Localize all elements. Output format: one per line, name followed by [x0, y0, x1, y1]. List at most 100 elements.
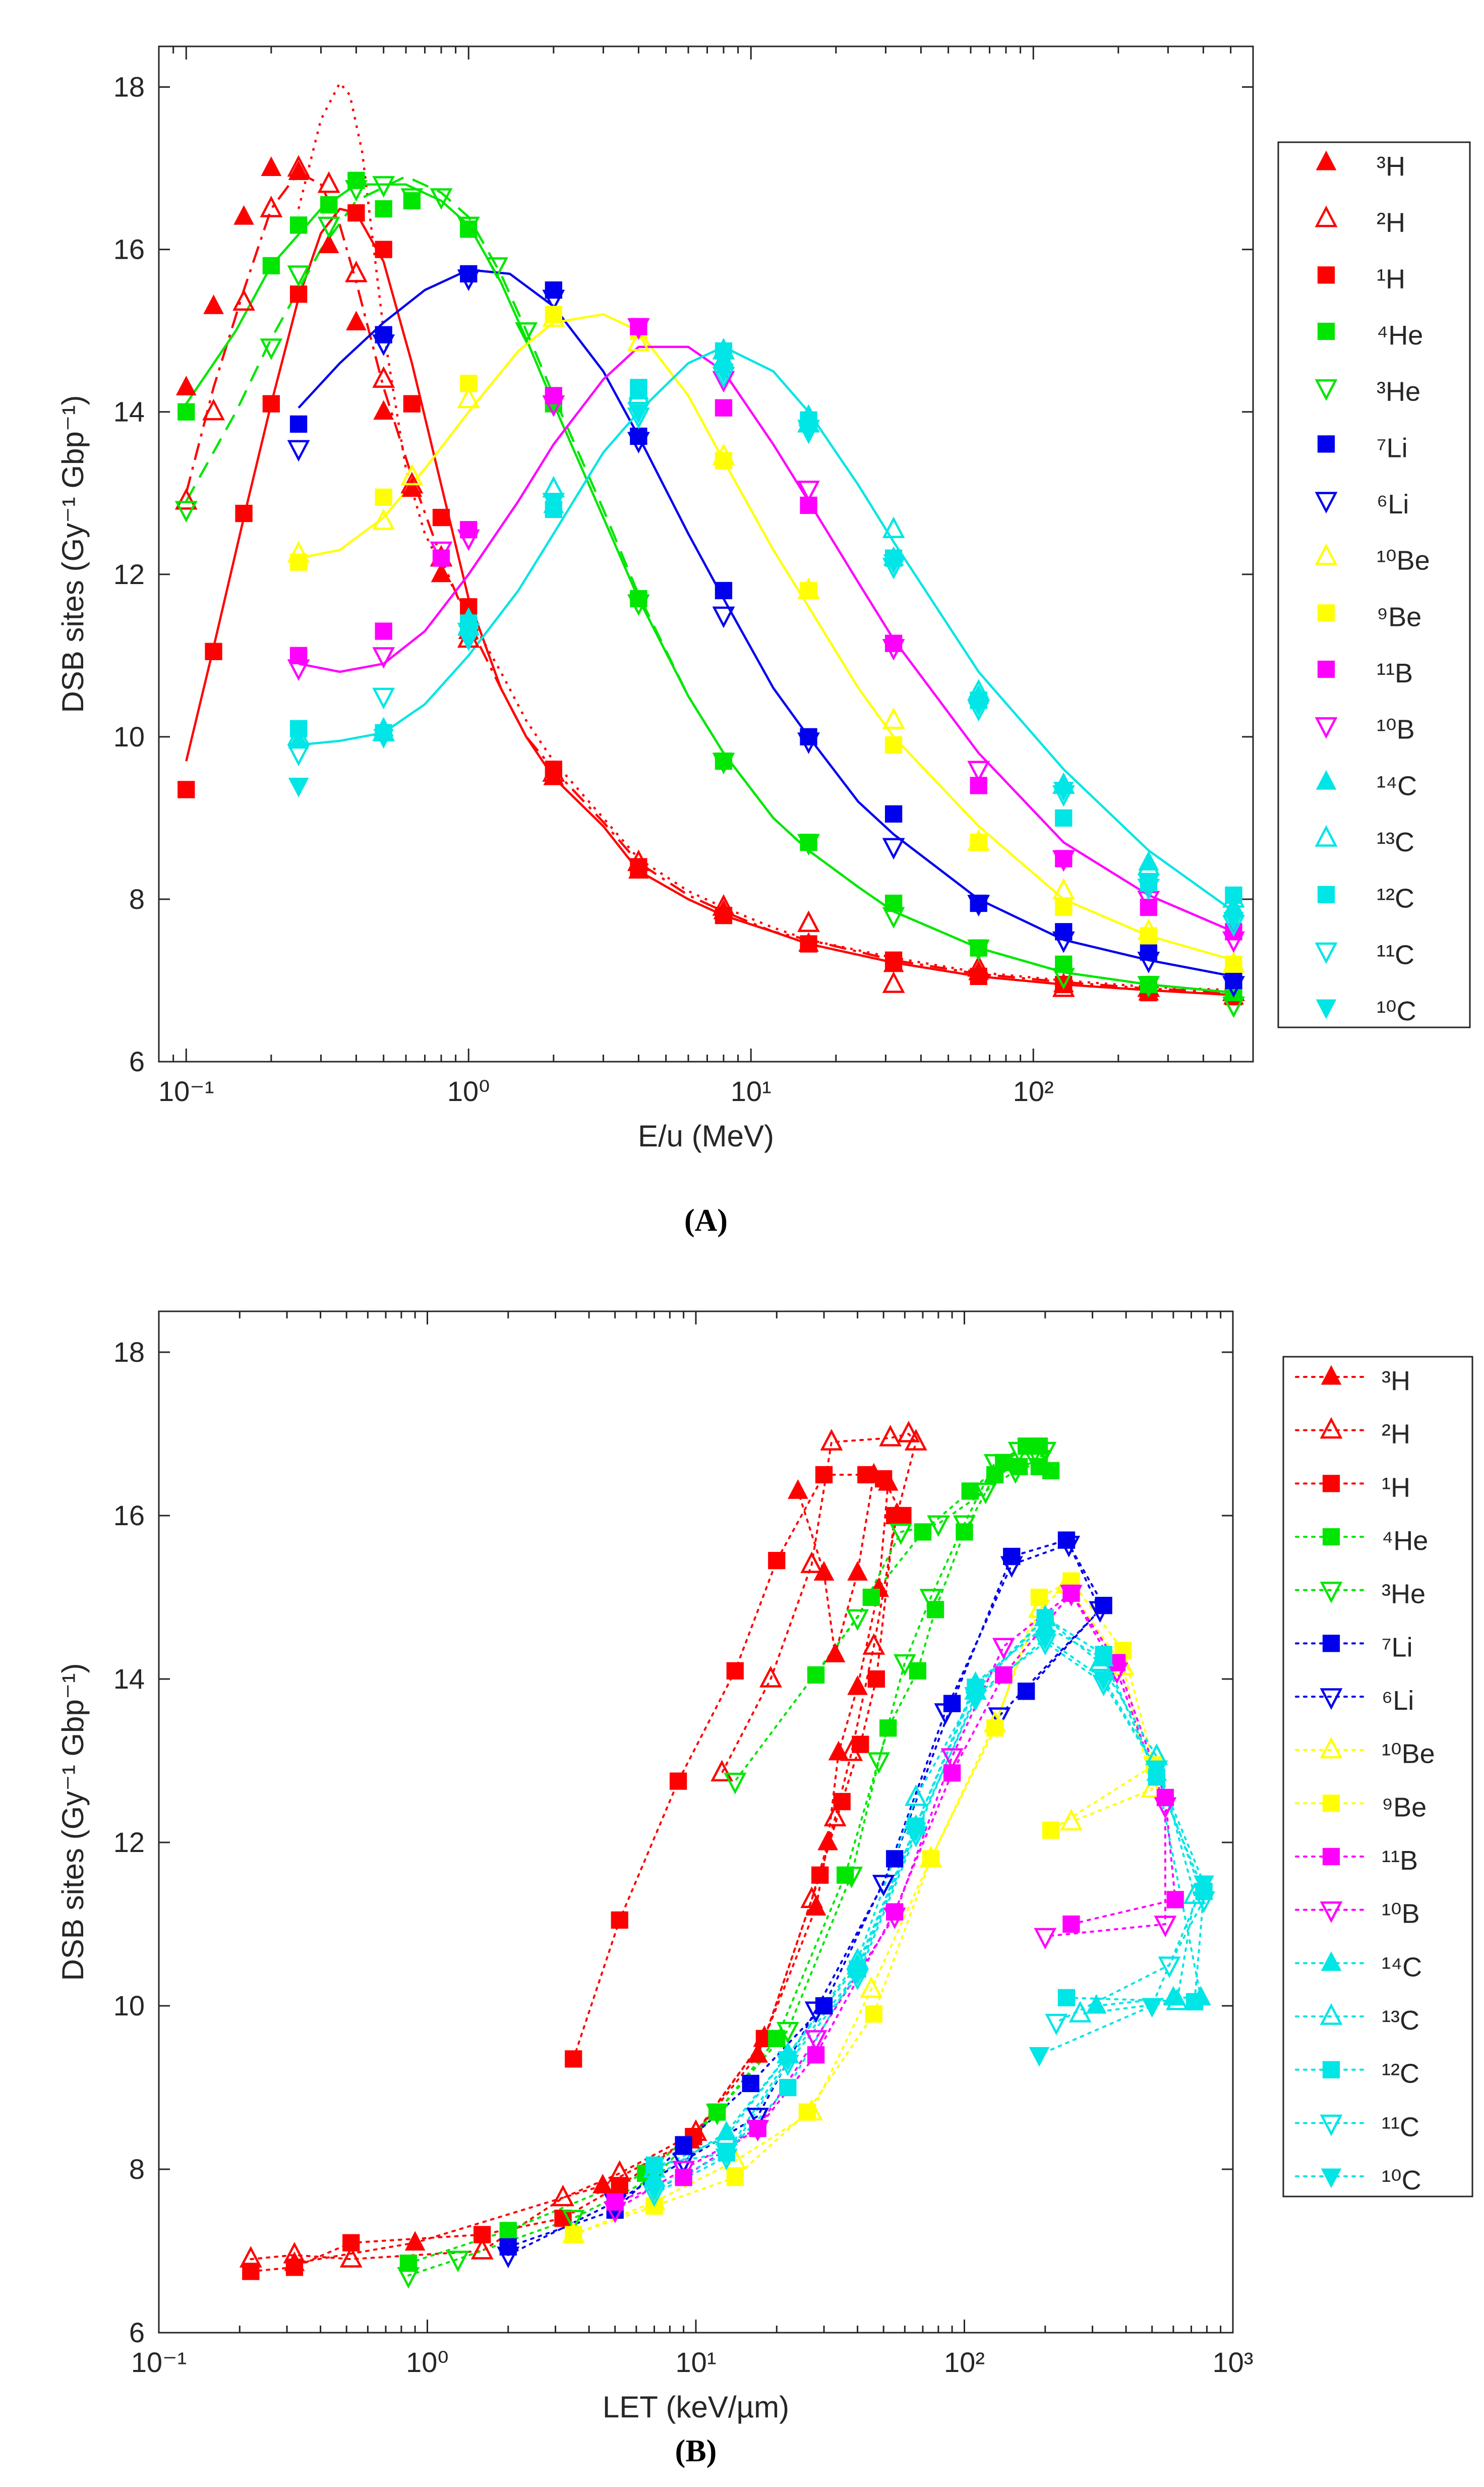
x-axis-label: LET (keV/µm): [603, 2390, 789, 2424]
legend-marker: [1315, 543, 1338, 565]
data-point: [715, 399, 733, 417]
y-tick-label: 18: [113, 71, 145, 103]
data-point: [1140, 927, 1158, 945]
data-point: [968, 696, 989, 716]
fit-curve: [297, 82, 1234, 992]
data-point: [800, 935, 817, 953]
data-point: [862, 1633, 885, 1655]
legend-entry: ²H: [1377, 208, 1405, 238]
data-point: [177, 781, 195, 798]
data-point: [1142, 1998, 1163, 2018]
data-point: [961, 1482, 979, 1500]
data-point: [716, 2145, 737, 2165]
data-point: [922, 1850, 940, 1868]
y-tick-label: 12: [113, 558, 145, 590]
data-point: [1052, 850, 1075, 872]
x-tick-label: 10⁻¹: [131, 2346, 187, 2378]
data-point: [486, 257, 508, 279]
legend-marker: [1317, 604, 1335, 622]
data-point: [797, 834, 820, 856]
data-point: [545, 306, 562, 323]
y-tick-label: 16: [113, 234, 145, 265]
data-point: [726, 2169, 744, 2186]
data-point: [875, 1470, 893, 1488]
legend-marker: [1320, 1737, 1343, 1759]
data-point: [675, 2136, 692, 2154]
legend-entry: ¹¹B: [1382, 1845, 1418, 1876]
data-point: [1035, 1630, 1056, 1650]
data-point: [894, 1507, 912, 1525]
y-axis-label: DSB sites (Gy⁻¹ Gbp⁻¹): [56, 395, 90, 713]
legend-box: [1277, 141, 1471, 1028]
data-point: [432, 508, 450, 527]
data-point: [800, 1886, 823, 1908]
data-point: [630, 379, 647, 396]
data-point: [988, 1707, 1011, 1729]
legend-entry: ³He: [1382, 1579, 1426, 1609]
legend-entry: ⁴He: [1377, 320, 1423, 351]
data-point: [372, 647, 395, 669]
data-point: [904, 1784, 927, 1806]
data-point: [788, 1479, 808, 1499]
data-point: [919, 1589, 942, 1611]
data-point: [800, 496, 817, 514]
data-point: [705, 2103, 729, 2125]
data-point: [860, 1976, 883, 1998]
legend-marker: [1321, 2168, 1342, 2188]
data-point: [965, 1692, 986, 1711]
data-point: [710, 1760, 734, 1781]
data-point: [545, 761, 562, 778]
series-line: [572, 1583, 1154, 2236]
legend-marker: [1317, 322, 1335, 340]
data-point: [970, 967, 987, 986]
y-tick-label: 14: [113, 396, 145, 428]
legend-marker: [1315, 717, 1338, 739]
data-point: [1138, 875, 1159, 895]
data-point: [768, 2030, 786, 2047]
data-point: [375, 200, 392, 218]
data-point: [344, 260, 368, 282]
legend-marker: [1322, 1528, 1340, 1546]
data-point: [1053, 782, 1074, 801]
data-point: [724, 1772, 747, 1795]
y-tick-label: 12: [113, 1826, 145, 1858]
data-point: [865, 2005, 883, 2023]
legend-entry: ³H: [1377, 151, 1405, 182]
legend-entry: ⁷Li: [1382, 1632, 1413, 1662]
data-point: [400, 464, 424, 486]
data-point: [203, 294, 224, 314]
data-point: [884, 805, 903, 823]
data-point: [1055, 898, 1073, 916]
data-point: [287, 265, 310, 287]
y-tick-label: 10: [113, 721, 145, 753]
data-point: [779, 2078, 797, 2097]
data-point: [645, 2156, 663, 2174]
y-tick-label: 14: [113, 1663, 145, 1695]
data-point: [262, 257, 280, 274]
y-tick-label: 6: [129, 1046, 145, 1077]
data-point: [628, 404, 649, 424]
data-point: [552, 2184, 574, 2207]
data-point: [375, 241, 392, 258]
data-point: [592, 2173, 613, 2193]
legend-entry: ¹⁰Be: [1377, 546, 1430, 576]
data-point: [457, 269, 480, 292]
data-point: [627, 329, 650, 352]
data-point: [798, 424, 819, 444]
legend-marker: [1322, 1795, 1340, 1812]
data-point: [995, 1666, 1013, 1684]
legend-marker: [1316, 999, 1337, 1019]
data-point: [205, 643, 222, 660]
data-point: [1069, 2001, 1092, 2022]
data-point: [1089, 1601, 1111, 1623]
legend-marker: [1322, 1475, 1340, 1492]
data-point: [1223, 911, 1244, 932]
data-point: [815, 1466, 833, 1484]
data-point: [289, 415, 308, 433]
data-point: [956, 1523, 973, 1541]
fit-curve: [298, 345, 1234, 933]
data-point: [1154, 1916, 1177, 1938]
data-point: [288, 778, 309, 797]
data-point: [847, 1675, 868, 1695]
data-point: [627, 318, 650, 340]
